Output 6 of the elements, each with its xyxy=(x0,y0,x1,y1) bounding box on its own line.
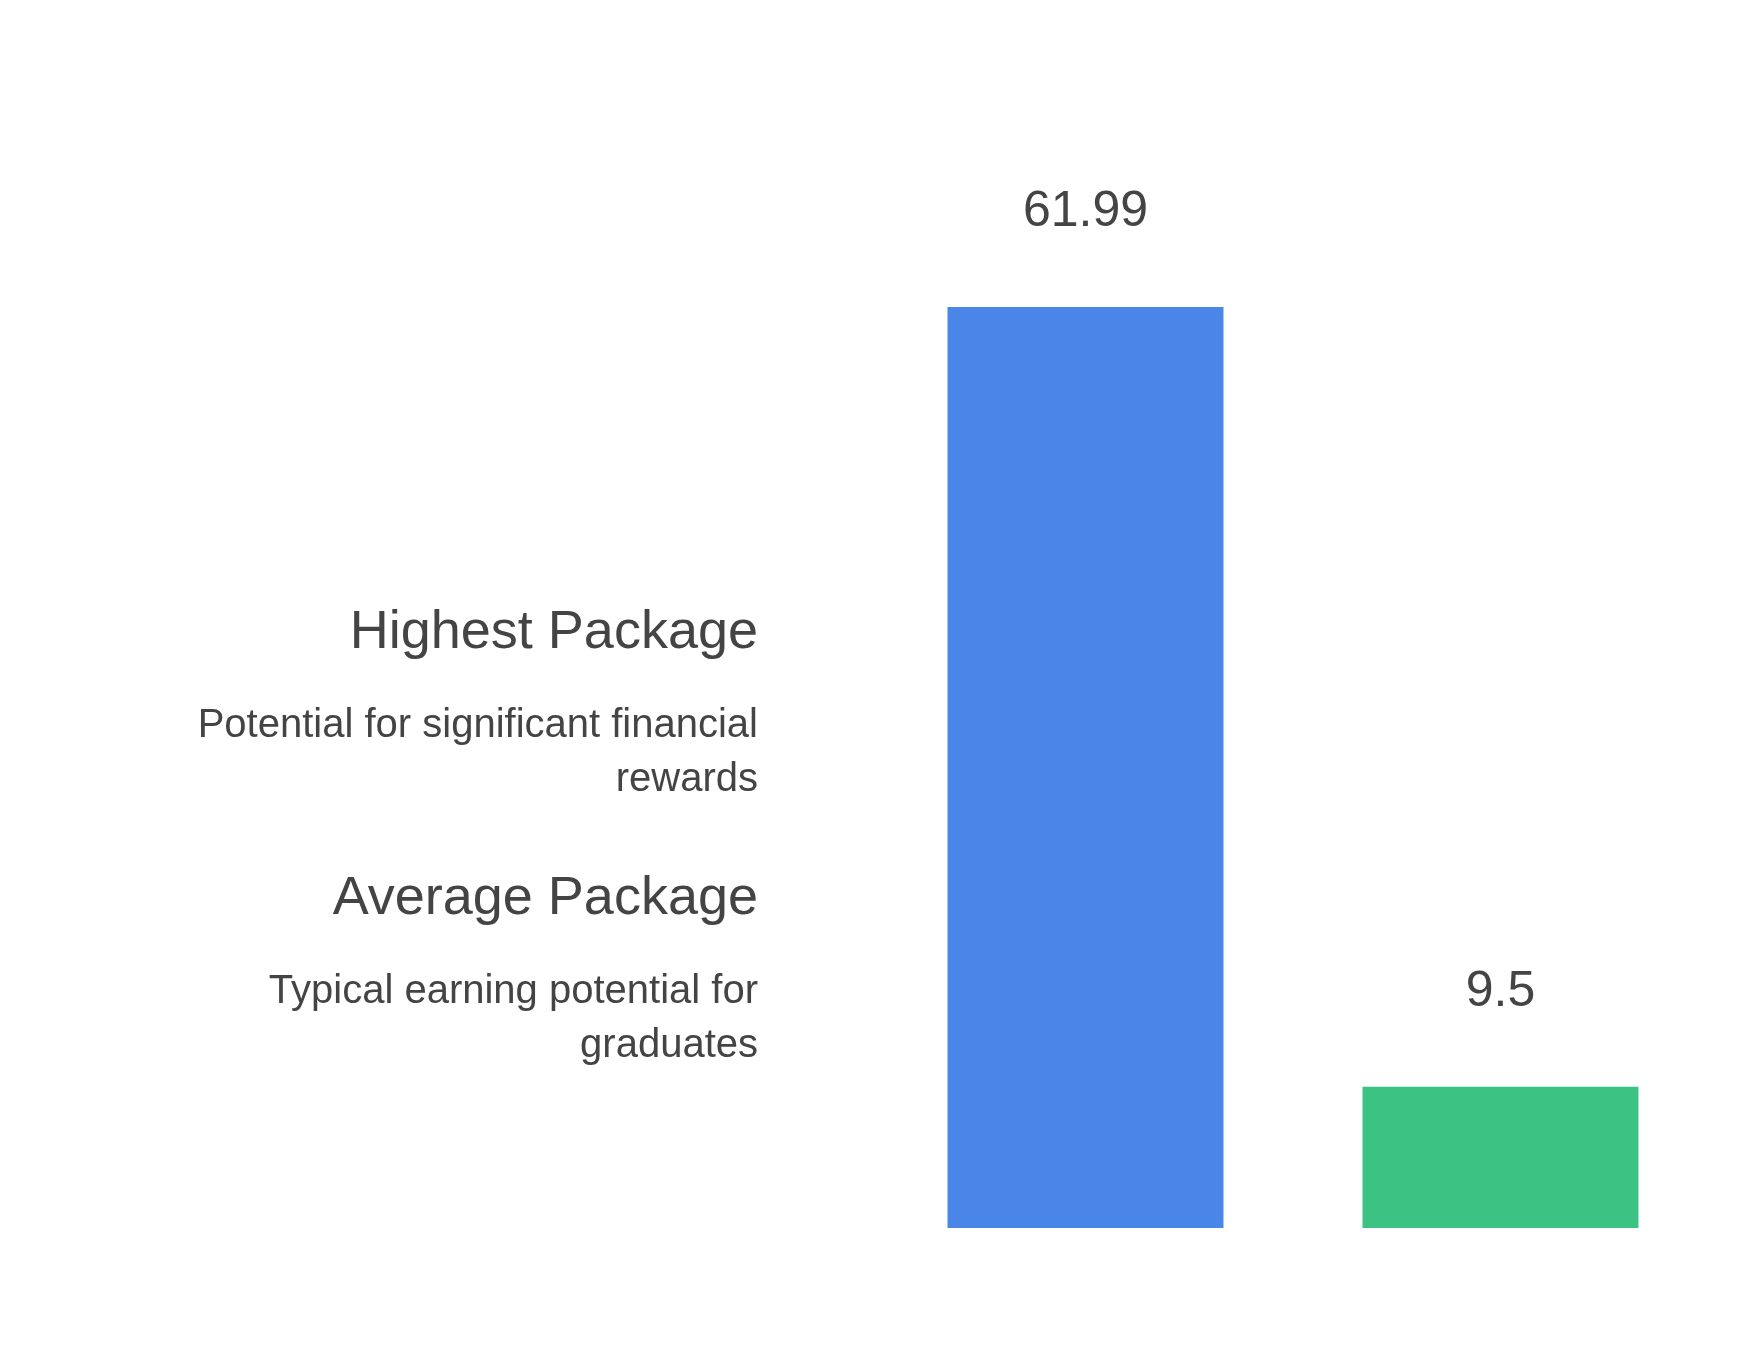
text: Typical earning potential for graduates xyxy=(267,966,758,1067)
text: Average Package xyxy=(331,864,758,926)
data-label: 9.5 xyxy=(1465,960,1536,1017)
data-label: 61.99 xyxy=(1022,180,1149,237)
text: Potential for significant financial rewards xyxy=(196,700,758,801)
text: Highest Package xyxy=(348,598,758,660)
